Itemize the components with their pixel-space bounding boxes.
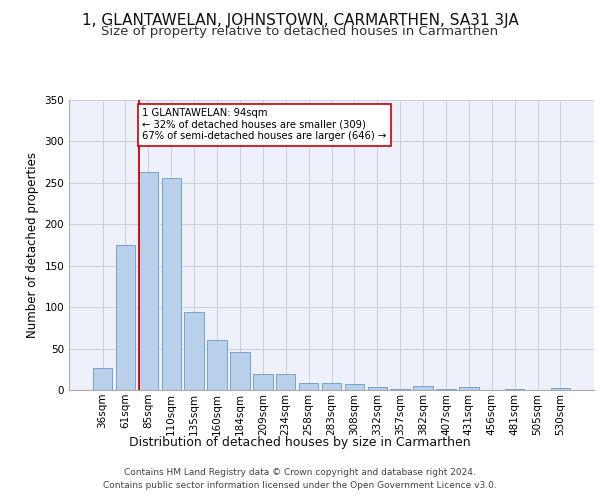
Text: Contains public sector information licensed under the Open Government Licence v3: Contains public sector information licen… [103,482,497,490]
Bar [322,384,341,390]
Bar [391,389,410,390]
Bar [551,388,570,390]
Text: Size of property relative to detached houses in Carmarthen: Size of property relative to detached ho… [101,25,499,38]
Text: 1 GLANTAWELAN: 94sqm
← 32% of detached houses are smaller (309)
67% of semi-deta: 1 GLANTAWELAN: 94sqm ← 32% of detached h… [142,108,386,142]
Bar [116,245,135,390]
Bar [253,374,272,390]
Bar [505,389,524,390]
Text: Contains HM Land Registry data © Crown copyright and database right 2024.: Contains HM Land Registry data © Crown c… [124,468,476,477]
Bar [436,389,455,390]
Bar [459,386,479,390]
Bar [413,386,433,390]
Bar [184,312,204,390]
Bar [299,382,319,390]
Bar [93,368,112,390]
Bar [276,374,295,390]
Bar [368,386,387,390]
Bar [161,178,181,390]
Y-axis label: Number of detached properties: Number of detached properties [26,152,39,338]
Text: 1, GLANTAWELAN, JOHNSTOWN, CARMARTHEN, SA31 3JA: 1, GLANTAWELAN, JOHNSTOWN, CARMARTHEN, S… [82,12,518,28]
Bar [208,340,227,390]
Bar [139,172,158,390]
Text: Distribution of detached houses by size in Carmarthen: Distribution of detached houses by size … [129,436,471,449]
Bar [230,352,250,390]
Bar [344,384,364,390]
